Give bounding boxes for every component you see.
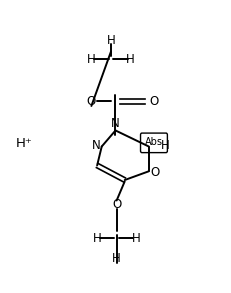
- Text: O: O: [149, 95, 158, 108]
- Text: H⁺: H⁺: [15, 137, 32, 150]
- Text: O: O: [150, 166, 159, 179]
- Text: N: N: [92, 139, 100, 151]
- Text: H: H: [161, 139, 169, 151]
- Text: H: H: [132, 232, 140, 245]
- Text: H: H: [106, 34, 115, 47]
- Text: H: H: [87, 52, 96, 66]
- Text: Abs: Abs: [145, 137, 163, 147]
- Text: H: H: [112, 252, 121, 265]
- Text: H: H: [126, 52, 135, 66]
- Text: O: O: [87, 95, 96, 108]
- Text: H: H: [93, 232, 101, 245]
- FancyBboxPatch shape: [140, 133, 167, 153]
- Text: O: O: [112, 198, 121, 211]
- Text: N: N: [111, 117, 120, 130]
